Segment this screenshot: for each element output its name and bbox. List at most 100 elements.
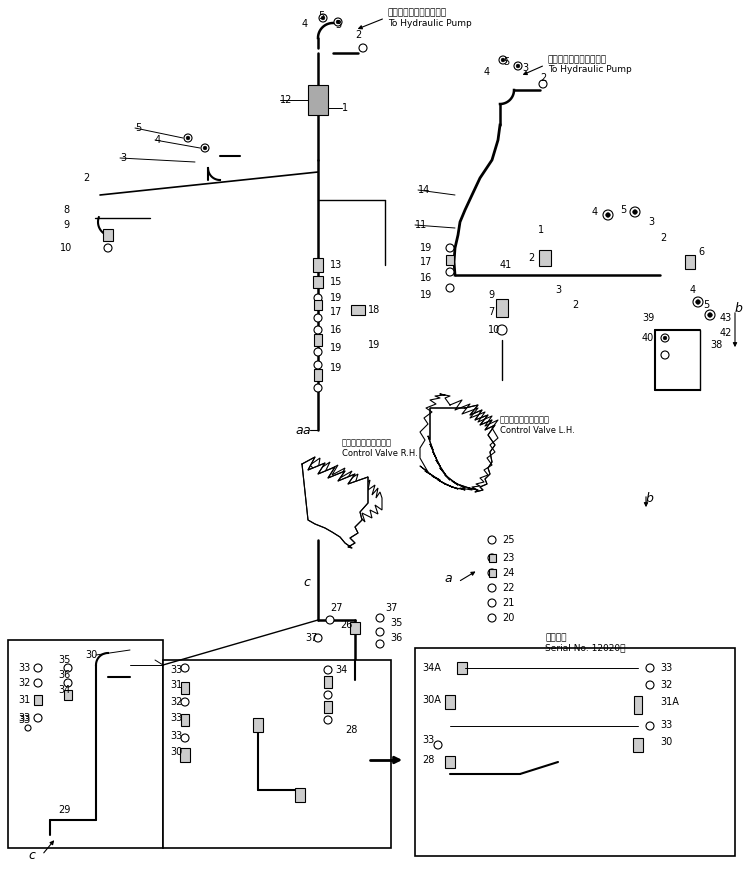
Circle shape bbox=[104, 244, 112, 252]
Circle shape bbox=[446, 284, 454, 292]
Circle shape bbox=[633, 210, 638, 214]
Circle shape bbox=[324, 716, 332, 724]
Bar bbox=[324, 676, 332, 688]
Bar bbox=[295, 788, 305, 802]
Text: 17: 17 bbox=[330, 307, 342, 317]
Circle shape bbox=[488, 599, 496, 607]
Bar bbox=[351, 305, 365, 315]
Text: 2: 2 bbox=[83, 173, 89, 183]
Text: 34: 34 bbox=[335, 665, 347, 675]
Text: 2: 2 bbox=[572, 300, 578, 310]
Text: 25: 25 bbox=[502, 535, 514, 545]
Text: b: b bbox=[735, 301, 743, 314]
Circle shape bbox=[34, 664, 42, 672]
Text: 18: 18 bbox=[368, 305, 380, 315]
Text: 40: 40 bbox=[642, 333, 654, 343]
Bar bbox=[685, 255, 695, 269]
Circle shape bbox=[705, 310, 715, 320]
Text: 3: 3 bbox=[648, 217, 654, 227]
Text: 11: 11 bbox=[415, 220, 427, 230]
Circle shape bbox=[661, 351, 669, 359]
Bar bbox=[634, 696, 642, 714]
Text: 29: 29 bbox=[58, 805, 71, 815]
Circle shape bbox=[204, 146, 207, 150]
Circle shape bbox=[488, 614, 496, 622]
Bar bbox=[313, 276, 323, 288]
Bar bbox=[496, 299, 508, 317]
Text: 4: 4 bbox=[690, 285, 696, 295]
Text: 33: 33 bbox=[660, 720, 672, 730]
Circle shape bbox=[314, 326, 322, 334]
Circle shape bbox=[314, 314, 322, 322]
Bar bbox=[308, 85, 328, 115]
Text: 7: 7 bbox=[488, 307, 494, 317]
Text: 5: 5 bbox=[318, 11, 324, 21]
Circle shape bbox=[314, 294, 322, 302]
Text: 30: 30 bbox=[660, 737, 672, 747]
Text: 2: 2 bbox=[540, 73, 546, 83]
Circle shape bbox=[319, 14, 327, 22]
Circle shape bbox=[488, 554, 496, 562]
Text: 21: 21 bbox=[502, 598, 514, 608]
Text: 31A: 31A bbox=[660, 697, 679, 707]
Text: 19: 19 bbox=[330, 293, 342, 303]
Text: 10: 10 bbox=[60, 243, 72, 253]
Circle shape bbox=[324, 691, 332, 699]
Bar bbox=[446, 255, 454, 265]
Text: コントロールバルブ右: コントロールバルブ右 bbox=[342, 438, 392, 448]
Text: 2: 2 bbox=[355, 30, 361, 40]
Text: 4: 4 bbox=[155, 135, 161, 145]
Bar bbox=[445, 756, 455, 768]
Bar bbox=[64, 690, 72, 700]
Text: 24: 24 bbox=[502, 568, 514, 578]
Text: 30: 30 bbox=[170, 747, 182, 757]
Circle shape bbox=[376, 614, 384, 622]
Text: 3: 3 bbox=[522, 63, 528, 73]
Text: 5: 5 bbox=[503, 57, 509, 67]
Bar bbox=[350, 622, 360, 634]
Text: 30A: 30A bbox=[422, 695, 441, 705]
Bar bbox=[415, 648, 735, 856]
Text: 32: 32 bbox=[660, 680, 672, 690]
Text: 28: 28 bbox=[422, 755, 434, 765]
Circle shape bbox=[314, 361, 322, 369]
Circle shape bbox=[336, 20, 339, 24]
Circle shape bbox=[186, 136, 190, 140]
Text: 19: 19 bbox=[330, 363, 342, 373]
Text: 37: 37 bbox=[385, 603, 397, 613]
Circle shape bbox=[314, 384, 322, 392]
Text: 4: 4 bbox=[302, 19, 308, 29]
Circle shape bbox=[663, 336, 667, 340]
Text: 27: 27 bbox=[330, 603, 342, 613]
Text: c: c bbox=[28, 848, 35, 861]
Circle shape bbox=[446, 268, 454, 276]
Text: 17: 17 bbox=[420, 257, 433, 267]
Text: 34: 34 bbox=[58, 685, 71, 695]
Text: 42: 42 bbox=[720, 328, 732, 338]
Text: 26: 26 bbox=[340, 620, 352, 630]
Text: To Hydraulic Pump: To Hydraulic Pump bbox=[548, 65, 632, 75]
Bar bbox=[539, 250, 551, 266]
Bar bbox=[34, 695, 42, 705]
Circle shape bbox=[539, 80, 547, 88]
Circle shape bbox=[446, 244, 454, 252]
Circle shape bbox=[34, 679, 42, 687]
Text: 9: 9 bbox=[488, 290, 494, 300]
Text: 19: 19 bbox=[330, 343, 342, 353]
Text: 12: 12 bbox=[280, 95, 292, 105]
Text: 31: 31 bbox=[170, 680, 182, 690]
Bar bbox=[181, 714, 189, 726]
Circle shape bbox=[630, 207, 640, 217]
Text: 4: 4 bbox=[484, 67, 490, 77]
Circle shape bbox=[201, 144, 209, 152]
Text: 19: 19 bbox=[420, 290, 433, 300]
Text: 33: 33 bbox=[422, 735, 434, 745]
Text: 39: 39 bbox=[642, 313, 654, 323]
Bar bbox=[8, 640, 163, 848]
Text: 37: 37 bbox=[305, 633, 318, 643]
Polygon shape bbox=[428, 405, 495, 492]
Text: 10: 10 bbox=[488, 325, 500, 335]
Bar bbox=[181, 682, 189, 694]
Circle shape bbox=[499, 56, 507, 64]
Circle shape bbox=[64, 664, 72, 672]
